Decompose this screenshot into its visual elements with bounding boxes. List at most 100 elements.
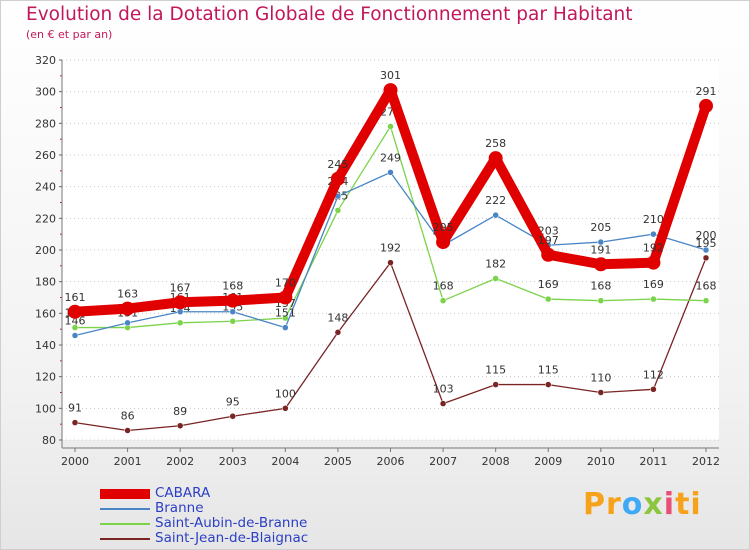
legend-label: Branne	[155, 500, 204, 516]
x-tick-label: 2002	[166, 455, 194, 468]
data-point	[387, 169, 394, 176]
data-point	[120, 301, 135, 316]
data-label: 197	[538, 234, 559, 247]
data-point	[282, 314, 289, 322]
chart-legend: CABARA Branne Saint-Aubin-de-Branne Saint-J…	[100, 486, 308, 546]
data-label: 169	[538, 278, 559, 291]
data-point	[173, 295, 188, 310]
legend-label: CABARA	[155, 485, 211, 501]
data-point	[282, 405, 289, 412]
legend-swatch	[100, 537, 150, 540]
data-label: 168	[590, 280, 611, 293]
y-tick-label: 260	[35, 149, 56, 162]
y-tick-label: 120	[35, 371, 56, 384]
data-point	[68, 304, 82, 319]
data-point	[492, 211, 499, 219]
data-label: 91	[68, 402, 82, 415]
data-point	[702, 254, 710, 262]
y-tick-label: 100	[35, 402, 56, 415]
data-label: 168	[433, 280, 454, 293]
data-point	[278, 290, 293, 305]
x-tick-label: 2004	[271, 455, 299, 468]
data-label: 146	[65, 315, 86, 328]
y-tick-label: 240	[35, 181, 56, 194]
data-point	[334, 329, 342, 336]
data-point	[593, 257, 608, 272]
data-label: 148	[327, 311, 348, 324]
legend-swatch	[100, 522, 150, 525]
x-tick-label: 2012	[692, 455, 720, 468]
chart-title: Evolution de la Dotation Globale de Fonc…	[26, 4, 633, 25]
legend-item: Saint-Jean-de-Blaignac	[100, 531, 308, 546]
data-label: 192	[643, 242, 664, 255]
legend-swatch	[100, 488, 150, 499]
data-label: 249	[380, 151, 401, 164]
data-label: 151	[275, 307, 296, 320]
data-point	[229, 308, 236, 315]
data-point	[330, 171, 345, 186]
data-label: 301	[380, 69, 401, 82]
data-point	[488, 151, 503, 166]
legend-item: Branne	[100, 501, 308, 516]
x-tick-label: 2008	[482, 455, 510, 468]
data-label: 258	[485, 137, 506, 150]
y-tick-label: 220	[35, 212, 56, 225]
data-point	[439, 400, 447, 407]
y-tick-label: 300	[35, 86, 56, 99]
data-point	[124, 319, 131, 327]
y-tick-label: 200	[35, 244, 56, 257]
data-point	[699, 98, 713, 113]
legend-label: Saint-Jean-de-Blaignac	[155, 530, 309, 546]
data-point	[545, 381, 552, 388]
data-label: 203	[538, 224, 559, 237]
y-tick-label: 80	[42, 434, 56, 447]
data-point	[492, 275, 499, 282]
x-tick-label: 2001	[114, 455, 142, 468]
data-label: 192	[380, 242, 401, 255]
data-point	[597, 297, 605, 304]
x-tick-label: 2003	[219, 455, 247, 468]
data-label: 103	[433, 383, 454, 396]
data-label: 200	[696, 229, 717, 242]
data-label: 195	[696, 237, 717, 250]
data-label: 100	[275, 387, 296, 400]
data-point	[229, 318, 236, 325]
legend-label: Saint-Aubin-de-Branne	[155, 515, 308, 531]
data-label: 245	[327, 158, 348, 171]
data-label: 182	[485, 258, 506, 271]
data-point	[124, 427, 131, 434]
data-label: 205	[433, 221, 454, 234]
data-point	[597, 389, 605, 396]
data-label: 210	[643, 213, 664, 226]
y-tick-label: 280	[35, 117, 56, 130]
data-label: 115	[538, 364, 559, 377]
data-point	[383, 83, 398, 98]
legend-item: Saint-Aubin-de-Branne	[100, 516, 308, 531]
data-point	[176, 319, 184, 327]
data-point	[71, 332, 79, 339]
data-point	[71, 324, 79, 331]
data-label: 115	[485, 364, 506, 377]
data-point	[282, 324, 289, 331]
data-point	[650, 295, 657, 303]
chart-subtitle: (en € et par an)	[26, 28, 113, 41]
x-tick-label: 2000	[61, 455, 89, 468]
y-tick-label: 140	[35, 339, 56, 352]
data-point	[702, 246, 710, 254]
data-label: 95	[226, 395, 240, 408]
data-label: 169	[643, 278, 664, 291]
series-saint-jean-de-blaignac: 91 86 89 95 100 148 192 103 115 115 110 112 195	[68, 237, 717, 434]
data-point	[71, 419, 79, 426]
x-tick-label: 2009	[534, 455, 562, 468]
y-tick-label: 160	[35, 307, 56, 320]
series-cabara: 161 163 167 168 170 245 301 205 258 197 191 192 291	[65, 69, 717, 319]
data-point	[492, 381, 499, 388]
data-label: 161	[65, 291, 86, 304]
proxiti-logo: Proxiti	[583, 487, 702, 522]
x-tick-label: 2010	[587, 455, 615, 468]
data-point	[176, 308, 184, 315]
data-label: 205	[590, 221, 611, 234]
data-label: 170	[275, 277, 296, 290]
data-point	[229, 413, 236, 420]
